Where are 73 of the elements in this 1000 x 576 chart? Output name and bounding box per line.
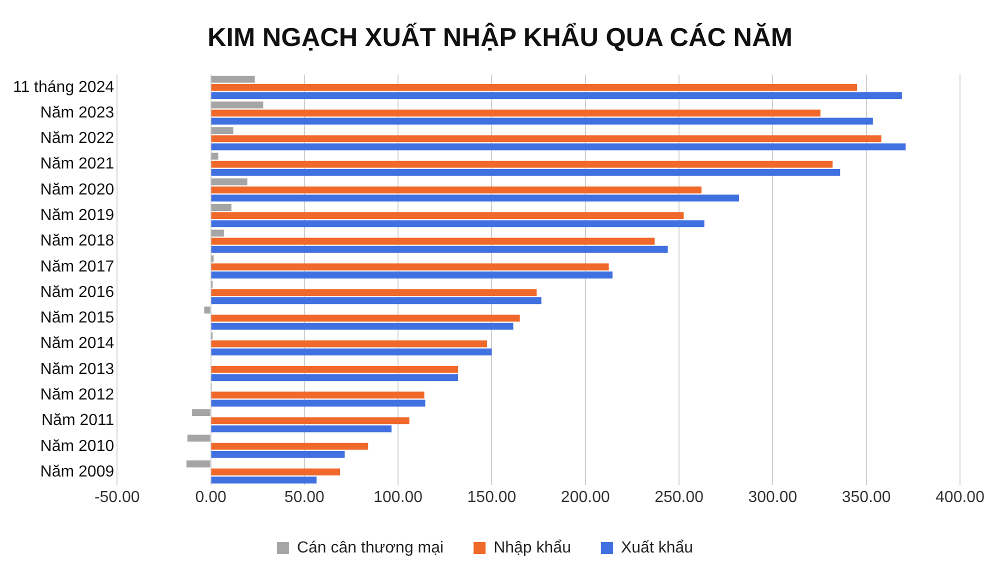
bar: [211, 400, 426, 407]
bar: [211, 194, 739, 202]
bar: [211, 178, 248, 186]
bar: [211, 340, 488, 348]
bar: [211, 272, 613, 278]
bar: [211, 366, 458, 373]
bar: [211, 230, 224, 237]
bar: [211, 468, 340, 476]
bar: [211, 110, 820, 117]
y-tick-label: Năm 2010: [40, 438, 114, 455]
y-tick-label: 11 tháng 2024: [12, 78, 114, 96]
bar: [211, 204, 232, 211]
bar: [211, 84, 857, 91]
bar: [211, 289, 537, 296]
bar: [211, 143, 906, 150]
bar: [211, 246, 668, 253]
y-tick-label: Năm 2020: [40, 181, 114, 198]
bar: [211, 212, 684, 220]
bar: [211, 476, 317, 484]
bar: [211, 76, 255, 83]
bar: [211, 160, 833, 168]
y-tick-label: Năm 2009: [40, 463, 114, 480]
y-tick-label: Năm 2013: [40, 360, 114, 378]
bar: [211, 92, 902, 99]
bar: [211, 417, 410, 424]
y-tick-label: Năm 2019: [40, 207, 114, 224]
bar: [211, 118, 873, 125]
x-tick-label: 250.00: [654, 488, 704, 506]
bar: [211, 101, 264, 108]
x-tick-label: 150.00: [467, 488, 516, 506]
bar: [211, 374, 458, 381]
x-tick-label: 0.00: [195, 488, 226, 506]
y-tick-label: Năm 2011: [41, 412, 114, 430]
bar: [211, 451, 345, 458]
bar: [211, 297, 542, 304]
x-tick-label: 350.00: [842, 488, 891, 506]
x-tick-label: -50.00: [94, 488, 140, 506]
bar: [211, 314, 520, 322]
bar: [204, 306, 210, 314]
y-tick-label: Năm 2015: [40, 310, 114, 327]
bar: [211, 135, 882, 142]
y-tick-label: Năm 2021: [40, 156, 114, 173]
x-tick-label: 50.00: [284, 488, 325, 506]
bar: [211, 425, 392, 432]
y-tick-label: Năm 2017: [40, 258, 114, 276]
legend-label: Cán cân thương mại: [296, 539, 444, 556]
bar: [211, 348, 492, 356]
y-tick-label: Năm 2022: [40, 130, 114, 148]
bar: [211, 186, 702, 194]
y-tick-label: Năm 2014: [40, 335, 114, 352]
legend-label: Xuất khẩu: [620, 539, 694, 556]
bar: [211, 263, 609, 270]
bar: [186, 460, 210, 468]
bar: [192, 409, 210, 416]
y-tick-label: Năm 2023: [40, 104, 114, 122]
bar: [211, 152, 218, 160]
bar: [211, 392, 424, 399]
bar: [211, 127, 234, 134]
bar: [187, 434, 210, 442]
bar: [211, 238, 655, 245]
y-tick-label: Năm 2018: [40, 232, 114, 250]
legend-label: Nhập khẩu: [494, 539, 571, 556]
bar: [211, 169, 840, 176]
y-tick-label: Năm 2012: [40, 386, 114, 404]
x-tick-label: 400.00: [936, 488, 985, 506]
bar: [211, 322, 514, 330]
chart-title: KIM NGẠCH XUẤT NHẬP KHẨU QUA CÁC NĂM: [206, 22, 794, 54]
y-tick-label: Năm 2016: [40, 284, 114, 301]
bar: [211, 442, 368, 450]
x-tick-label: 300.00: [748, 488, 798, 506]
x-tick-label: 200.00: [560, 488, 610, 506]
x-tick-label: 100.00: [374, 488, 423, 506]
bar: [211, 220, 704, 228]
